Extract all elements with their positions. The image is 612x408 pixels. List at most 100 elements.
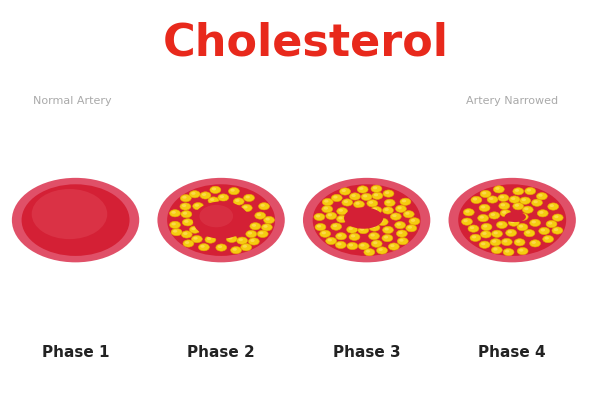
Circle shape <box>258 203 269 210</box>
Circle shape <box>496 221 507 228</box>
Circle shape <box>389 243 399 250</box>
Circle shape <box>347 242 358 250</box>
Circle shape <box>323 198 333 206</box>
Circle shape <box>489 212 500 219</box>
Circle shape <box>359 187 364 190</box>
Circle shape <box>200 205 233 227</box>
Circle shape <box>182 204 186 207</box>
Circle shape <box>458 184 566 256</box>
Circle shape <box>202 193 206 196</box>
Circle shape <box>511 197 515 200</box>
Circle shape <box>327 239 332 242</box>
Circle shape <box>230 189 235 192</box>
Circle shape <box>548 222 553 225</box>
Circle shape <box>243 206 248 208</box>
Circle shape <box>195 204 199 207</box>
Circle shape <box>369 224 380 231</box>
Circle shape <box>397 230 408 237</box>
Circle shape <box>392 214 397 217</box>
Circle shape <box>241 244 252 251</box>
Circle shape <box>189 191 200 198</box>
Circle shape <box>193 202 249 239</box>
Circle shape <box>543 235 554 243</box>
Circle shape <box>516 240 520 243</box>
Circle shape <box>408 226 412 229</box>
Circle shape <box>465 210 469 213</box>
Circle shape <box>338 209 343 212</box>
Circle shape <box>371 185 382 192</box>
Circle shape <box>532 199 542 206</box>
Circle shape <box>205 236 216 243</box>
Circle shape <box>481 206 485 208</box>
Circle shape <box>395 205 406 213</box>
Circle shape <box>185 241 189 244</box>
Circle shape <box>373 208 377 211</box>
Circle shape <box>493 231 498 234</box>
Circle shape <box>363 195 367 197</box>
Circle shape <box>517 213 528 220</box>
Circle shape <box>322 231 326 234</box>
Circle shape <box>532 220 536 224</box>
Circle shape <box>382 226 394 233</box>
Circle shape <box>539 227 550 235</box>
Circle shape <box>189 226 200 233</box>
Circle shape <box>315 224 326 231</box>
Circle shape <box>351 194 356 197</box>
Circle shape <box>261 204 265 207</box>
Circle shape <box>461 218 472 225</box>
Circle shape <box>233 198 244 205</box>
Circle shape <box>313 184 420 256</box>
Circle shape <box>376 247 387 254</box>
Circle shape <box>397 237 408 245</box>
Circle shape <box>500 195 504 198</box>
Circle shape <box>470 234 481 242</box>
Circle shape <box>472 235 476 238</box>
Circle shape <box>480 216 484 219</box>
Circle shape <box>397 206 401 209</box>
Circle shape <box>506 229 517 237</box>
Circle shape <box>371 240 382 247</box>
Circle shape <box>384 236 388 239</box>
Circle shape <box>449 178 576 262</box>
Circle shape <box>237 237 248 244</box>
Circle shape <box>233 248 237 251</box>
Circle shape <box>182 196 187 199</box>
Circle shape <box>207 237 211 240</box>
Circle shape <box>356 202 360 205</box>
Circle shape <box>208 197 219 204</box>
Circle shape <box>322 206 333 213</box>
Circle shape <box>330 223 341 230</box>
Circle shape <box>390 213 401 220</box>
Circle shape <box>326 212 337 220</box>
Circle shape <box>326 237 337 244</box>
Circle shape <box>250 223 261 230</box>
Circle shape <box>402 200 406 202</box>
Circle shape <box>400 198 411 205</box>
Circle shape <box>463 219 468 222</box>
Circle shape <box>519 215 523 217</box>
Ellipse shape <box>504 212 526 222</box>
Circle shape <box>493 248 498 251</box>
Circle shape <box>157 178 285 262</box>
Circle shape <box>210 186 221 193</box>
Circle shape <box>509 196 520 203</box>
Circle shape <box>382 207 394 214</box>
Circle shape <box>245 195 250 198</box>
Circle shape <box>378 248 383 251</box>
Circle shape <box>503 248 514 256</box>
Circle shape <box>193 202 204 210</box>
Circle shape <box>338 234 342 237</box>
Circle shape <box>490 239 501 246</box>
Circle shape <box>250 239 255 242</box>
Circle shape <box>340 188 351 195</box>
Circle shape <box>495 187 499 190</box>
Circle shape <box>479 204 490 211</box>
Circle shape <box>499 202 510 209</box>
Circle shape <box>346 226 357 233</box>
Circle shape <box>468 225 479 232</box>
Circle shape <box>369 201 373 204</box>
Circle shape <box>255 212 266 219</box>
Circle shape <box>244 194 255 202</box>
Text: Phase 4: Phase 4 <box>479 346 546 360</box>
Circle shape <box>519 225 523 228</box>
